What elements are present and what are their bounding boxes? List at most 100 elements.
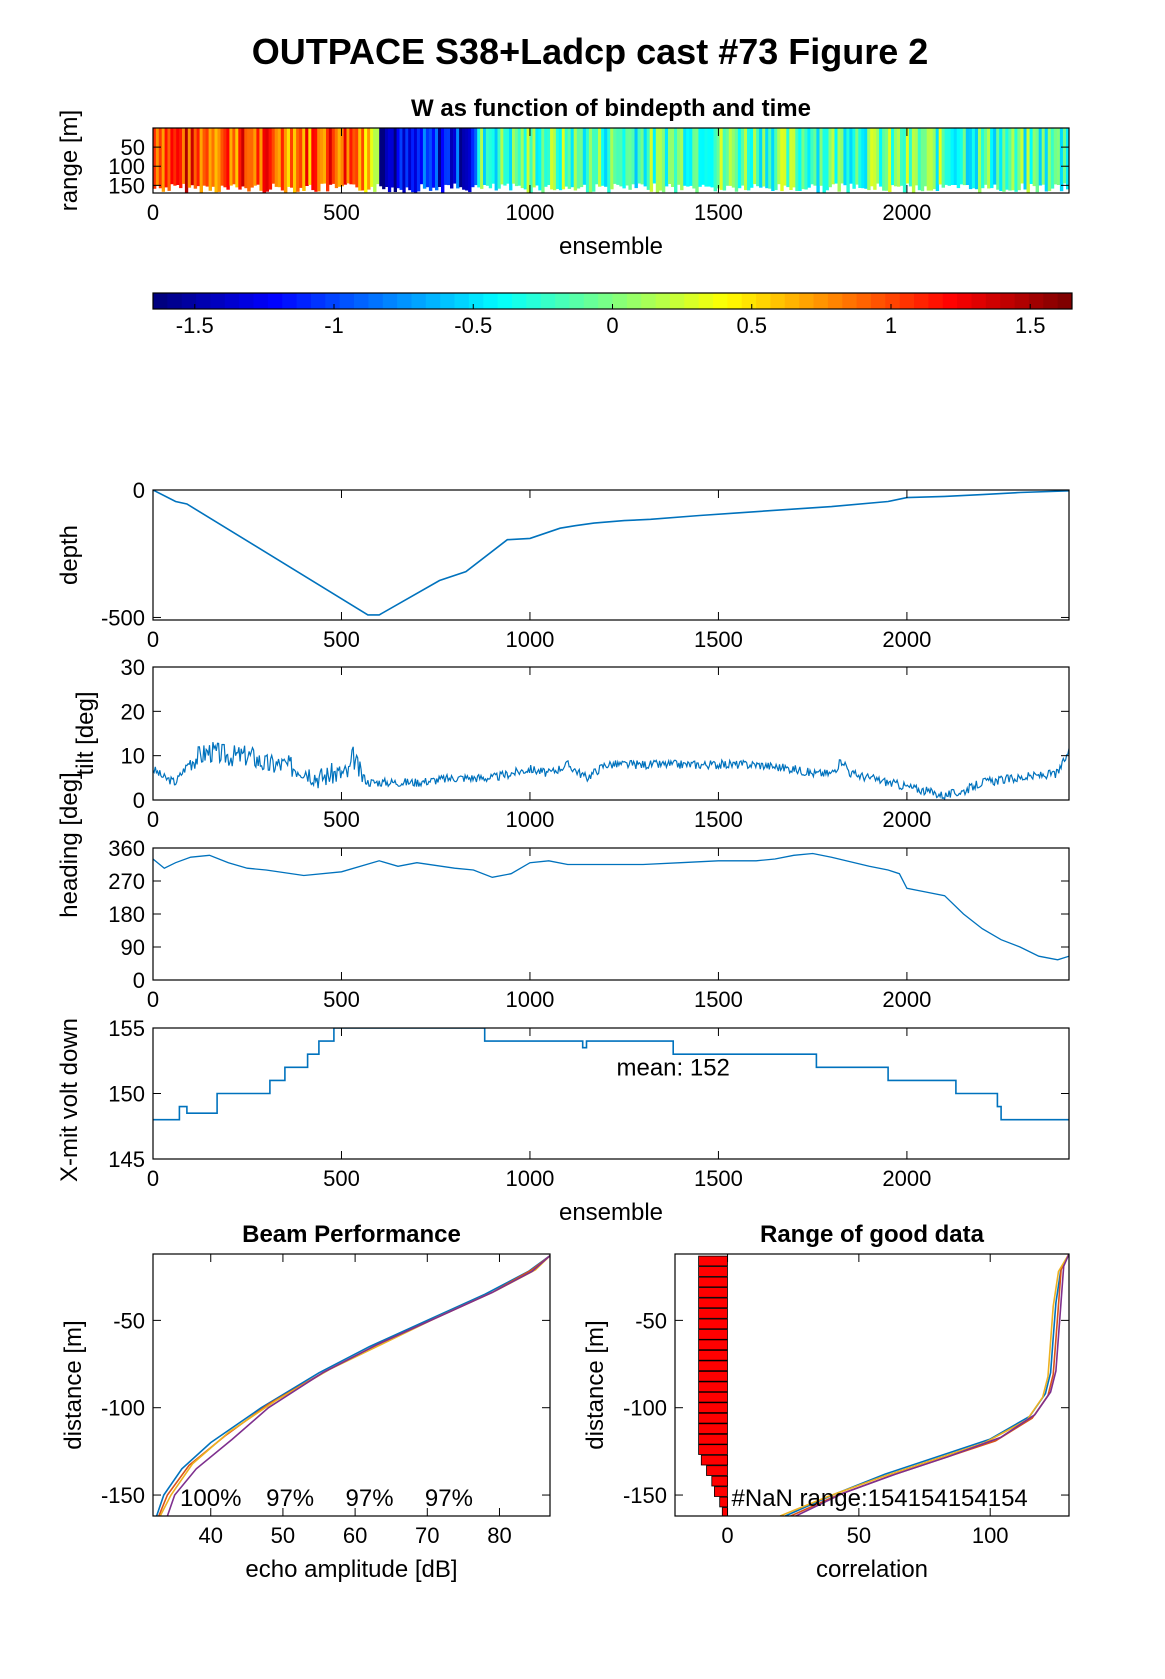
y-tick-label: -150	[623, 1483, 667, 1508]
heatmap-column	[370, 128, 374, 187]
heatmap-column	[828, 128, 832, 188]
y-axis-label: tilt [deg]	[72, 691, 99, 775]
heatmap-column	[978, 128, 982, 193]
heatmap-column	[674, 128, 678, 193]
good-data-bar	[700, 1454, 728, 1466]
heatmap-column	[343, 128, 347, 185]
heatmap-column	[968, 128, 973, 190]
colorbar-tick-label: -1.5	[176, 313, 214, 338]
heatmap-column	[876, 128, 880, 184]
colorbar-cell	[813, 293, 829, 309]
heatmap-column	[879, 128, 883, 187]
x-tick-label: 1500	[694, 200, 743, 225]
x-tick-label: 2000	[882, 1166, 931, 1191]
y-tick-label: 10	[121, 744, 145, 769]
heatmap-column	[905, 128, 910, 184]
heatmap-column	[265, 128, 269, 192]
heatmap-column	[908, 128, 913, 187]
heatmap-column	[305, 128, 309, 186]
heatmap-column	[491, 128, 495, 184]
heatmap-column	[280, 128, 285, 191]
x-tick-label: 500	[323, 1166, 360, 1191]
heatmap-column	[286, 128, 291, 187]
colorbar-cell	[411, 293, 427, 309]
heatmap-column	[816, 128, 820, 193]
good-data-bar	[698, 1276, 728, 1288]
heatmap-column	[358, 128, 362, 191]
heatmap-column	[813, 128, 817, 186]
heatmap-column	[625, 128, 629, 186]
heatmap-column	[308, 128, 312, 185]
heatmap-column	[477, 128, 481, 188]
heatmap-column	[762, 128, 766, 187]
heatmap-column	[900, 128, 904, 186]
heatmap-column	[514, 128, 519, 187]
heatmap-column	[825, 128, 829, 191]
colorbar-cell	[368, 293, 384, 309]
y-axis-label: distance [m]	[60, 1320, 87, 1449]
heatmap-column	[1047, 128, 1052, 192]
heatmap-column	[208, 128, 212, 191]
good-data-bar	[706, 1465, 728, 1476]
heatmap-column	[1023, 128, 1027, 190]
x-tick-label: 2000	[882, 987, 931, 1012]
colorbar-cell	[153, 293, 168, 309]
heatmap-column	[855, 128, 859, 185]
heatmap-column	[1062, 128, 1067, 184]
heatmap-column	[1017, 128, 1021, 191]
axes-frame	[674, 1253, 1070, 1517]
axes-heading: 0 500 1000 1500 2000 0 90 180 270 360 heading [deg…	[56, 772, 1070, 1012]
correlation-line-1	[784, 1254, 1069, 1516]
colorbar-cell	[626, 293, 642, 309]
heatmap-column	[722, 128, 727, 191]
colorbar-tick-label: 0	[606, 313, 618, 338]
heatmap-column	[238, 128, 242, 190]
heatmap-column	[834, 128, 838, 184]
x-tick-label: 0	[147, 987, 159, 1012]
colorbar-cell	[454, 293, 470, 309]
heatmap-column	[334, 128, 339, 189]
heatmap-column	[792, 128, 796, 188]
heatmap-column	[780, 128, 784, 192]
heatmap-column	[468, 128, 472, 193]
heatmap-column	[558, 128, 563, 191]
heatmap-column	[640, 128, 644, 185]
heatmap-column	[613, 128, 617, 184]
heatmap-column	[1041, 128, 1046, 185]
colorbar-cell	[928, 293, 944, 309]
heatmap-column	[259, 128, 263, 191]
colorbar-cell	[1014, 293, 1030, 309]
heatmap-column	[956, 128, 961, 189]
plot-area-tilt	[153, 741, 1069, 800]
heatmap-column	[193, 128, 198, 189]
heatmap-column	[485, 128, 490, 186]
heatmap-column	[683, 128, 687, 186]
heatmap-column	[509, 128, 513, 191]
good-data-bar	[698, 1444, 728, 1455]
heatmap-column	[713, 128, 717, 192]
heatmap-column	[293, 128, 297, 193]
heatmap-column	[364, 128, 368, 193]
heatmap-column	[588, 128, 593, 193]
colorbar: -1.5 -1 -0.5 0 0.5 1 1.5	[152, 292, 1073, 338]
heatmap-column	[959, 128, 964, 185]
heatmap-column	[550, 128, 554, 190]
heatmap-column	[441, 128, 445, 193]
heatmap-column	[274, 128, 279, 187]
colorbar-cell	[612, 293, 628, 309]
heatmap-column	[456, 128, 460, 189]
heatmap-column	[607, 128, 611, 193]
colorbar-cell	[727, 293, 743, 309]
heatmap-column	[1038, 128, 1043, 186]
heatmap-column	[428, 128, 433, 191]
heatmap-column	[923, 128, 928, 187]
heatmap-column	[182, 128, 186, 184]
heatmap-column	[798, 128, 802, 191]
colorbar-cell	[1000, 293, 1016, 309]
colorbar-cell	[468, 293, 484, 309]
heatmap-column	[431, 128, 436, 188]
x-tick-label: 1000	[505, 627, 554, 652]
good-data-bar	[698, 1329, 728, 1340]
tilt-line	[153, 741, 1069, 800]
